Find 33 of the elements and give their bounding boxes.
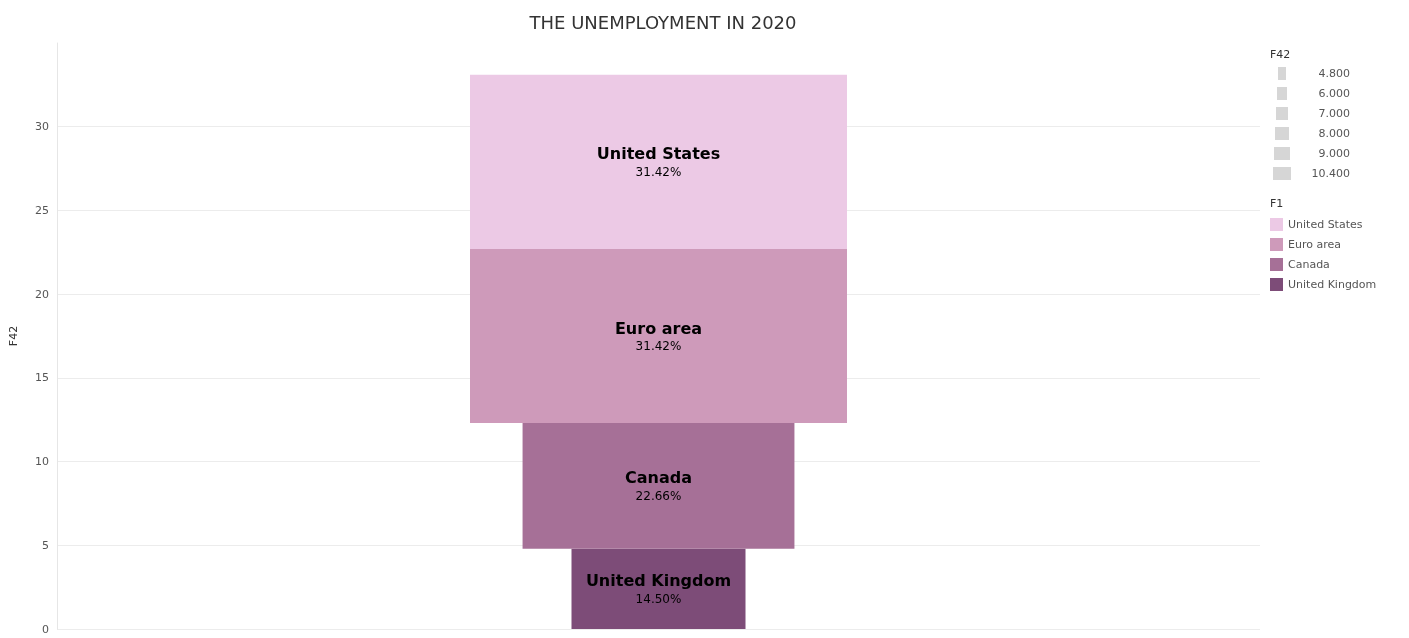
text: 7.000 xyxy=(1318,107,1350,120)
legend-label: Canada xyxy=(1288,258,1330,271)
y-tick-label: 5 xyxy=(42,538,49,552)
text: F42 xyxy=(7,325,20,347)
bar xyxy=(470,74,847,249)
bar xyxy=(470,248,847,424)
y-axis-title: F42 xyxy=(1270,48,1292,61)
annotation: 22.66% xyxy=(635,488,682,503)
text: United Kingdom xyxy=(585,571,732,591)
y-tick-label: 0 xyxy=(42,622,49,636)
y-tick-label: 20 xyxy=(35,287,49,301)
text: 6.000 xyxy=(1318,87,1350,100)
annotation: 31.42% xyxy=(635,164,682,179)
text: United States xyxy=(596,144,721,164)
text: 4.800 xyxy=(1318,67,1350,80)
y-tick-label: 10 xyxy=(35,455,49,469)
legend-title: F1 xyxy=(1270,197,1284,210)
chart-title: THE UNEMPLOYMENT IN 2020 xyxy=(528,11,797,33)
text: Canada xyxy=(625,468,692,488)
legend-label: United Kingdom xyxy=(1288,278,1377,291)
bar xyxy=(522,423,795,549)
y-tick-label: 25 xyxy=(35,203,49,217)
text: 8.000 xyxy=(1318,127,1350,140)
y-tick-label: 15 xyxy=(35,371,49,385)
text: 10.400 xyxy=(1311,167,1350,180)
annotation: 31.42% xyxy=(635,339,682,353)
text: Euro area xyxy=(614,318,703,338)
text: 9.000 xyxy=(1318,147,1350,160)
legend-label: United States xyxy=(1288,218,1363,231)
annotation: 14.50% xyxy=(635,591,682,606)
y-tick-label: 30 xyxy=(35,120,49,134)
legend-label: Euro area xyxy=(1288,238,1341,251)
bar xyxy=(571,548,746,629)
